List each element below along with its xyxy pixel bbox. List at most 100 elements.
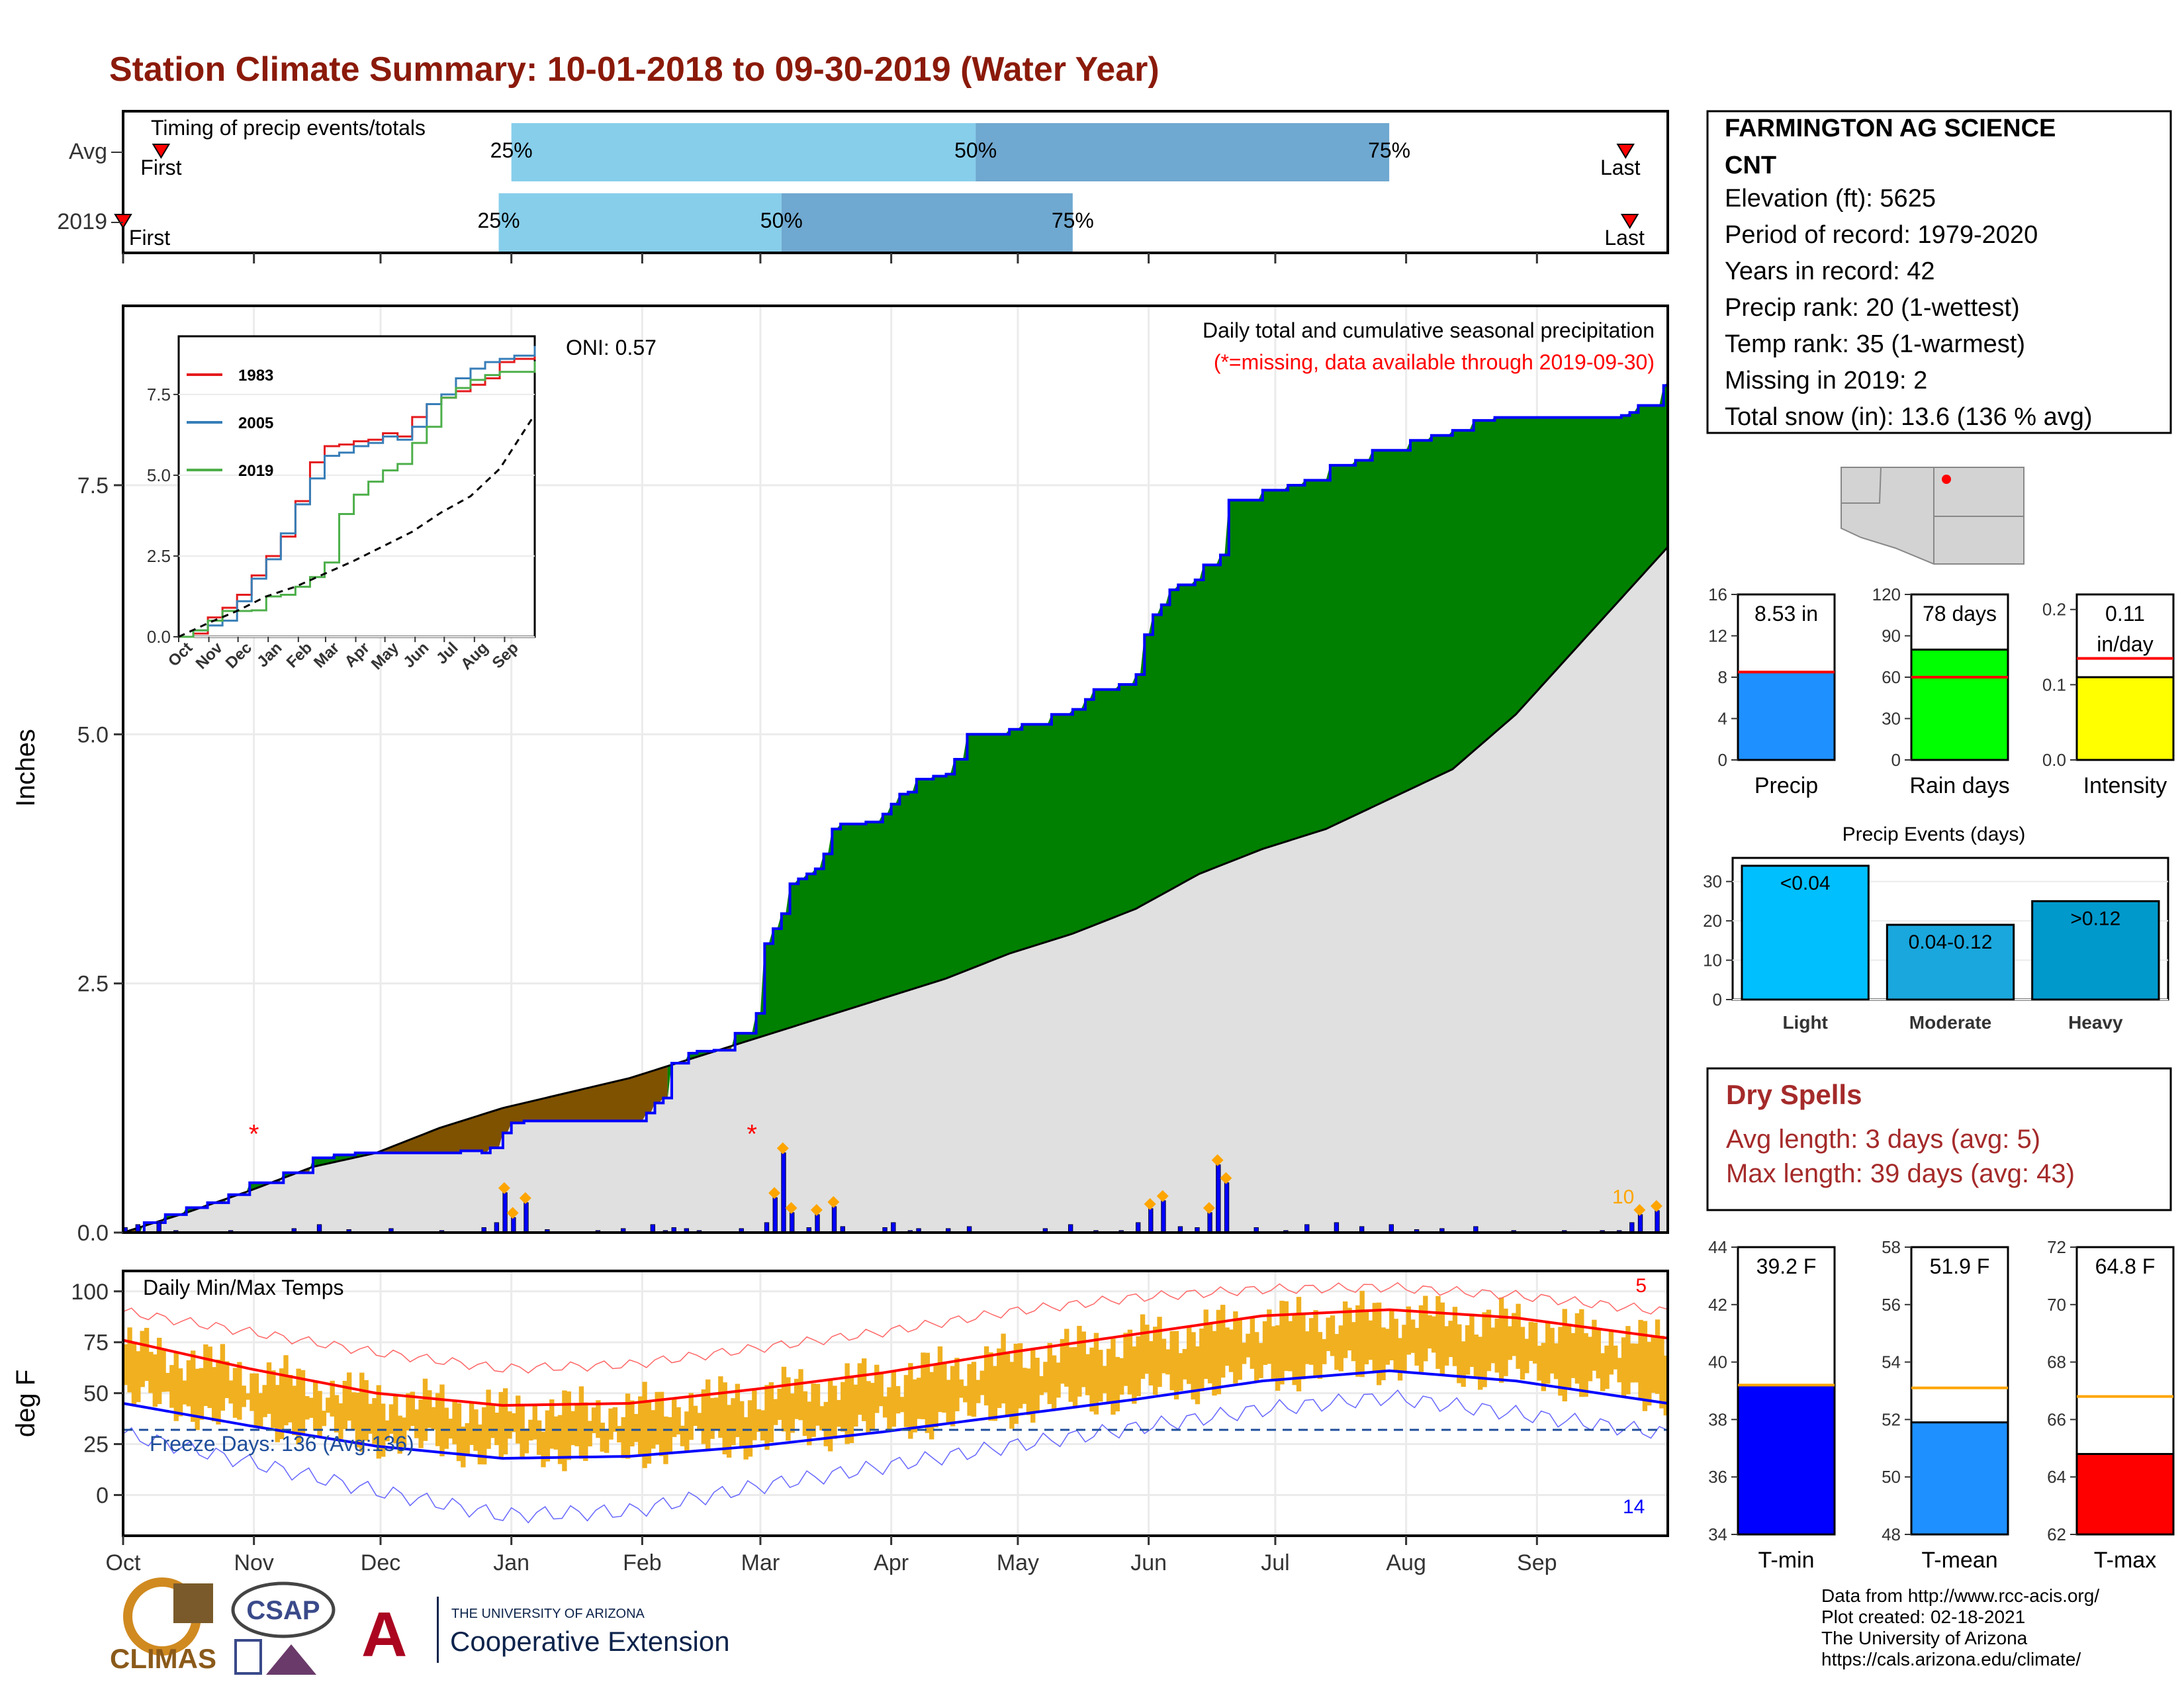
daily-temp-bar [1486, 1309, 1492, 1372]
daily-temp-bar [633, 1414, 639, 1442]
first-event-marker [114, 214, 132, 229]
daily-temp-bar [1111, 1338, 1116, 1415]
station-info-line: Elevation (ft): 5625 [1725, 185, 1936, 212]
daily-temp-bar [1397, 1338, 1403, 1381]
inset-y-tick-label: 7.5 [147, 385, 171, 404]
daily-temp-bar [1663, 1355, 1668, 1416]
daily-precip-bar [1334, 1222, 1340, 1233]
daily-temp-bar [1001, 1333, 1006, 1404]
daily-temp-bar [182, 1380, 187, 1405]
daily-temp-bar [1469, 1315, 1475, 1367]
record-min-count: 14 [1623, 1496, 1645, 1518]
event-marker [1633, 1203, 1646, 1216]
small-panel-tick-label: 12 [1708, 626, 1727, 646]
daily-temp-bar [1385, 1329, 1390, 1365]
footer-line: The University of Arizona [1821, 1628, 2028, 1648]
daily-temp-bar [971, 1362, 977, 1417]
timing-q75-label: 75% [1368, 138, 1410, 162]
daily-temp-bar [760, 1410, 766, 1441]
daily-temp-bar [557, 1415, 563, 1464]
daily-temp-bar [237, 1362, 242, 1420]
daily-temp-bar [1056, 1362, 1061, 1398]
locator-map [1840, 461, 2025, 565]
small-panel-tick-label: 120 [1872, 585, 1901, 604]
daily-temp-bar [1629, 1343, 1635, 1383]
daily-precip-bar [494, 1222, 500, 1233]
daily-temp-bar [1275, 1325, 1281, 1391]
inset-y-tick-label: 5.0 [147, 465, 171, 485]
small-panel-value: 78 days [1923, 602, 1997, 626]
event-marker [1203, 1201, 1215, 1214]
daily-temp-bar [1026, 1368, 1032, 1415]
timing-bar-25-50 [511, 123, 976, 181]
csap-bars [234, 1639, 262, 1675]
daily-precip-bar [502, 1192, 508, 1233]
daily-temp-bar [406, 1393, 411, 1430]
daily-temp-bar [1047, 1342, 1052, 1405]
daily-temp-bar [283, 1355, 289, 1426]
daily-temp-bar [250, 1373, 255, 1411]
daily-temp-bar [549, 1399, 555, 1449]
daily-temp-bar [541, 1431, 546, 1468]
station-info-line: Precip rank: 20 (1-wettest) [1725, 294, 2020, 322]
cumulative-2019-line [123, 382, 1669, 1234]
ua-divider [437, 1597, 439, 1663]
daily-temp-bar [507, 1411, 512, 1439]
daily-temp-bar [414, 1409, 420, 1438]
daily-temp-bar [954, 1358, 960, 1412]
daily-temp-bar [1034, 1358, 1040, 1413]
small-panel-tick-label: 58 [1882, 1237, 1901, 1257]
missing-day-marker: * [249, 1120, 259, 1149]
daily-temp-bar [490, 1404, 496, 1438]
daily-temp-bar [1431, 1316, 1437, 1353]
daily-temp-bar [482, 1407, 487, 1465]
daily-temp-bar [536, 1420, 542, 1455]
daily-temp-bar [629, 1400, 635, 1447]
daily-temp-bar [1017, 1343, 1023, 1409]
daily-temp-bar [1304, 1331, 1310, 1364]
state-shapes [1841, 467, 2025, 565]
daily-temp-bar [140, 1331, 145, 1387]
daily-temp-bar [144, 1327, 150, 1382]
daily-temp-bar [1187, 1326, 1192, 1384]
daily-temp-bar [1381, 1327, 1386, 1381]
small-panel-tick-label: 72 [2047, 1237, 2066, 1257]
daily-temp-bar [452, 1401, 457, 1444]
month-label: Feb [623, 1550, 662, 1575]
daily-temp-bar [1338, 1325, 1343, 1372]
daily-temp-bar [1541, 1342, 1547, 1391]
month-label: Apr [874, 1550, 909, 1575]
first-event-marker [152, 144, 171, 159]
daily-temp-bar [1642, 1321, 1648, 1411]
normal-min-line [122, 1369, 1668, 1460]
daily-temp-bar [131, 1342, 137, 1405]
daily-temp-bar [1621, 1337, 1627, 1397]
event-marker [1156, 1190, 1169, 1202]
daily-temp-bar [127, 1327, 132, 1393]
daily-temp-bar [958, 1379, 964, 1398]
daily-temp-bar [338, 1403, 343, 1439]
daily-temp-bar [511, 1413, 517, 1432]
daily-temp-bar [312, 1380, 318, 1431]
daily-temp-bar [477, 1424, 483, 1465]
daily-precip-bar [1207, 1212, 1212, 1233]
month-label: Jun [1130, 1550, 1167, 1575]
daily-temp-bar [1457, 1324, 1462, 1383]
precip-axis-label: Inches [11, 729, 40, 807]
daily-temp-bar [1013, 1343, 1019, 1424]
daily-temp-bar [1444, 1326, 1449, 1366]
daily-temp-bar [532, 1404, 537, 1440]
daily-temp-bar [1498, 1297, 1504, 1383]
small-panel-tick-label: 56 [1882, 1295, 1901, 1315]
ua-logo: A THE UNIVERSITY OF ARIZONA Cooperative … [361, 1597, 730, 1670]
events-category-label: Light [1782, 1012, 1827, 1033]
daily-temp-bar [967, 1364, 972, 1416]
daily-temp-bar [1300, 1312, 1306, 1380]
small-panel-tick-label: 48 [1882, 1524, 1901, 1544]
month-label: Mar [741, 1550, 780, 1575]
daily-temp-bar [566, 1391, 571, 1460]
daily-temp-bar [1482, 1312, 1487, 1387]
climas-emblem-block [173, 1583, 213, 1623]
daily-temp-bar [697, 1413, 702, 1429]
